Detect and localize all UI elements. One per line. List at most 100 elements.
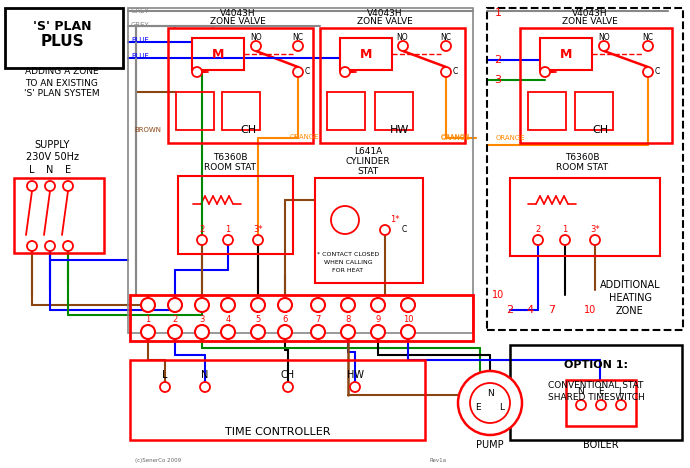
Circle shape [293,67,303,77]
Circle shape [371,325,385,339]
Bar [130,295,473,341]
Text: 6: 6 [282,314,288,323]
Text: ROOM STAT: ROOM STAT [556,163,608,173]
Circle shape [192,67,202,77]
Text: PLUS: PLUS [40,35,83,50]
Text: L641A: L641A [354,147,382,156]
Text: 10: 10 [584,305,596,315]
Text: NC: NC [440,32,451,42]
Text: N: N [201,370,208,380]
Text: L: L [29,165,34,175]
Bar [375,92,413,130]
Text: 1: 1 [562,226,568,234]
Circle shape [458,371,522,435]
Circle shape [293,41,303,51]
Circle shape [251,325,265,339]
Text: CYLINDER: CYLINDER [346,158,391,167]
Text: Rev1a: Rev1a [430,458,447,463]
Circle shape [221,325,235,339]
Text: FOR HEAT: FOR HEAT [333,269,364,273]
Circle shape [643,67,653,77]
Text: 7: 7 [549,305,555,315]
Text: CH: CH [281,370,295,380]
Text: 3: 3 [199,314,205,323]
Text: V4043H: V4043H [572,8,608,17]
Text: 1: 1 [146,314,150,323]
Text: ROOM STAT: ROOM STAT [204,163,256,173]
Bar [327,92,365,130]
Text: CH: CH [240,125,256,135]
Bar [5,8,123,68]
Text: (c)SenerCo 2009: (c)SenerCo 2009 [135,458,181,463]
Text: T6360B: T6360B [213,154,247,162]
Bar [510,345,682,440]
Text: V4043H: V4043H [367,8,403,17]
Circle shape [540,67,550,77]
Bar [14,178,104,253]
Circle shape [401,325,415,339]
Circle shape [253,235,263,245]
Circle shape [27,241,37,251]
Bar [528,92,566,130]
Text: E: E [65,165,71,175]
Text: ORANGE: ORANGE [289,134,319,140]
Text: L: L [618,388,624,396]
Text: ADDING A ZONE: ADDING A ZONE [26,67,99,76]
Bar [320,28,465,143]
Text: N: N [486,389,493,398]
Text: 230V 50Hz: 230V 50Hz [26,152,79,162]
Circle shape [533,235,543,245]
Text: 3*: 3* [253,226,263,234]
Text: ZONE VALVE: ZONE VALVE [357,17,413,27]
Text: C: C [304,67,310,76]
Circle shape [398,41,408,51]
Text: 9: 9 [375,314,381,323]
Text: E: E [598,388,604,396]
Circle shape [576,400,586,410]
Text: HW: HW [391,125,410,135]
Circle shape [311,298,325,312]
Text: ADDITIONAL: ADDITIONAL [600,280,660,290]
Text: NC: NC [642,32,653,42]
Text: M: M [560,47,572,60]
Circle shape [195,298,209,312]
Text: 10: 10 [403,314,413,323]
Circle shape [283,382,293,392]
Circle shape [616,400,626,410]
Bar [178,176,293,254]
Text: 2: 2 [495,55,502,65]
Circle shape [311,325,325,339]
Text: L: L [500,403,504,412]
Text: 2: 2 [535,226,541,234]
Text: 'S' PLAN: 'S' PLAN [32,20,91,32]
Circle shape [168,325,182,339]
Circle shape [380,225,390,235]
Text: GREY: GREY [131,22,150,28]
Text: 4: 4 [526,305,533,315]
Circle shape [643,41,653,51]
Circle shape [160,382,170,392]
Circle shape [141,298,155,312]
Circle shape [340,67,350,77]
Circle shape [278,298,292,312]
Text: 1*: 1* [391,215,400,225]
Text: 8: 8 [345,314,351,323]
Bar [128,8,473,333]
Text: NO: NO [250,32,262,42]
Text: PUMP: PUMP [476,440,504,450]
Text: BLUE: BLUE [131,37,149,43]
Text: M: M [212,47,224,60]
Text: C: C [453,67,457,76]
Circle shape [251,41,261,51]
Text: GREY: GREY [131,8,150,14]
Circle shape [278,325,292,339]
Text: ZONE: ZONE [616,306,644,316]
Circle shape [341,325,355,339]
Text: 5: 5 [255,314,261,323]
Circle shape [223,235,233,245]
Circle shape [350,382,360,392]
Circle shape [590,235,600,245]
Circle shape [560,235,570,245]
Text: TIME CONTROLLER: TIME CONTROLLER [225,427,331,437]
Text: 1: 1 [495,8,502,18]
